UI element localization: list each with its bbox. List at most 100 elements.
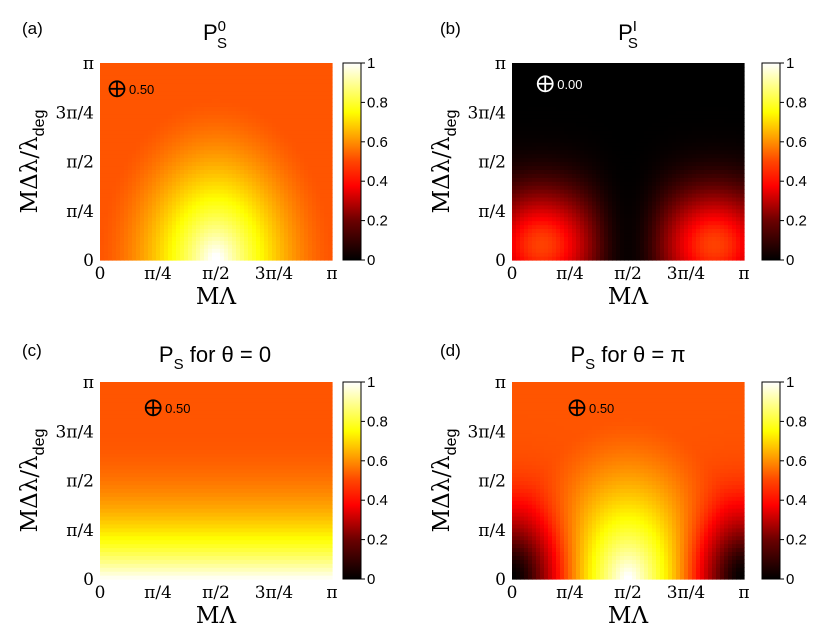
heatmap-cell [224, 232, 229, 237]
heatmap-cell [516, 240, 521, 245]
heatmap-cell [124, 193, 129, 198]
heatmap-cell [668, 102, 673, 107]
heatmap-cell [244, 98, 249, 103]
heatmap-cell [624, 252, 629, 257]
heatmap-cell [628, 114, 633, 119]
heatmap-cell [168, 193, 173, 198]
heatmap-cell [580, 208, 585, 214]
heatmap-cell [264, 228, 269, 234]
heatmap-cell [672, 189, 677, 194]
heatmap-cell [112, 70, 117, 76]
heatmap-cell [228, 74, 233, 80]
heatmap-cell [288, 126, 293, 131]
heatmap-cell [176, 169, 181, 174]
heatmap-cell [328, 126, 333, 131]
heatmap-cell [124, 228, 129, 234]
heatmap-cell [200, 244, 205, 249]
heatmap-cell [320, 126, 325, 131]
heatmap-cell [608, 252, 613, 257]
heatmap-cell [268, 256, 273, 261]
heatmap-cell [200, 129, 205, 135]
heatmap-cell [240, 228, 245, 234]
heatmap-cell [256, 102, 261, 107]
heatmap-cell [608, 236, 613, 241]
heatmap-cell [312, 63, 317, 68]
heatmap-cell [108, 181, 113, 186]
heatmap-cell [208, 173, 213, 178]
heatmap-cell [252, 161, 257, 167]
heatmap-cell [224, 66, 229, 72]
heatmap-cell [276, 141, 281, 147]
heatmap-cell [208, 86, 213, 92]
heatmap-cell [660, 102, 665, 107]
title-sub: S [628, 35, 638, 52]
heatmap-cell [212, 74, 217, 80]
heatmap-cell [152, 177, 157, 182]
heatmap-cell [232, 248, 237, 253]
heatmap-cell [216, 94, 221, 100]
heatmap-cell [288, 86, 293, 92]
heatmap-cell [644, 256, 649, 261]
heatmap-cell [280, 98, 285, 103]
heatmap-cell [216, 70, 221, 76]
heatmap-cell [592, 204, 597, 210]
heatmap-cell [668, 252, 673, 257]
heatmap-cell [160, 244, 165, 249]
heatmap-cell [632, 177, 637, 182]
heatmap-cell [528, 141, 533, 147]
heatmap-cell [236, 82, 241, 88]
heatmap-cell [148, 173, 153, 178]
heatmap-cell [104, 66, 109, 72]
heatmap-cell [572, 86, 577, 92]
heatmap-cell [140, 82, 145, 88]
heatmap-cell [216, 86, 221, 92]
heatmap-cell [240, 110, 245, 115]
heatmap-cell [200, 181, 205, 186]
heatmap-cell [220, 189, 225, 194]
heatmap-cell [576, 114, 581, 119]
heatmap-cell [180, 157, 185, 163]
heatmap-cell [232, 244, 237, 249]
heatmap-cell [228, 220, 233, 226]
heatmap-cell [316, 169, 321, 174]
heatmap-cell [532, 66, 537, 72]
heatmap-cell [152, 240, 157, 245]
heatmap-cell [592, 181, 597, 186]
heatmap-cell [140, 196, 145, 202]
heatmap-cell [300, 240, 305, 245]
heatmap-cell [564, 181, 569, 186]
heatmap-cell [600, 232, 605, 237]
heatmap-cell [276, 169, 281, 174]
heatmap-cell [532, 110, 537, 115]
heatmap-cell [120, 224, 125, 230]
heatmap-cell [628, 98, 633, 103]
heatmap-cell [532, 248, 537, 253]
heatmap-cell [328, 200, 333, 206]
heatmap-cell [652, 173, 657, 178]
heatmap-cell [548, 212, 553, 218]
heatmap-cell [180, 114, 185, 119]
heatmap-cell [160, 252, 165, 257]
heatmap-cell [516, 228, 521, 234]
heatmap-cell [220, 126, 225, 131]
heatmap-cell [292, 133, 297, 139]
heatmap-cell [296, 165, 301, 170]
heatmap-cell [216, 196, 221, 202]
heatmap-cell [568, 220, 573, 226]
heatmap-cell [580, 240, 585, 245]
heatmap-cell [668, 98, 673, 103]
heatmap-cell [624, 200, 629, 206]
heatmap-cell [540, 86, 545, 92]
heatmap-cell [568, 82, 573, 88]
heatmap-cell [124, 66, 129, 72]
heatmap-cell [536, 193, 541, 198]
heatmap-cell [604, 74, 609, 80]
heatmap-cell [328, 240, 333, 245]
heatmap-cell [212, 106, 217, 111]
heatmap-cell [244, 133, 249, 139]
heatmap-cell [552, 137, 557, 143]
heatmap-cell [112, 141, 117, 147]
heatmap-cell [652, 106, 657, 111]
heatmap-cell [648, 86, 653, 92]
heatmap-cell [160, 157, 165, 163]
